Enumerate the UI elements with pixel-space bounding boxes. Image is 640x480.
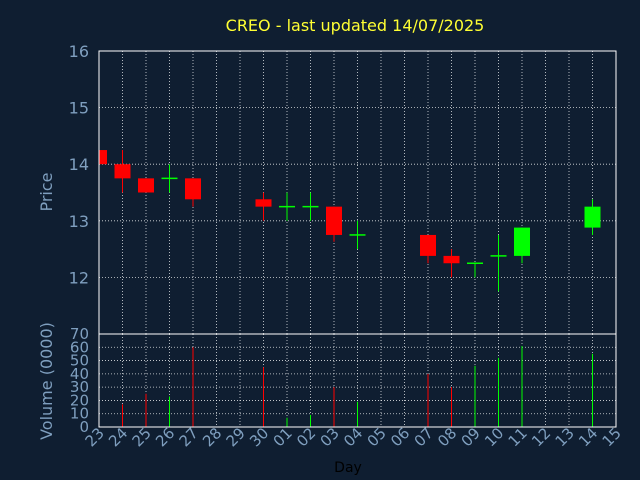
x-tick-label: 08 [434,424,460,450]
x-tick-label: 11 [505,424,531,450]
x-tick-label: 14 [575,424,601,450]
x-tick-label: 06 [387,424,413,450]
volume-tick-label: 50 [70,352,89,370]
volume-tick-label: 0 [79,418,89,436]
volume-panel-frame [98,333,617,428]
candle-body [138,178,154,193]
x-tick-label: 10 [481,424,507,450]
price-axis-label: Price [37,172,56,211]
price-tick-label: 13 [69,212,89,231]
x-tick-label: 03 [317,424,343,450]
candle-body [185,178,201,200]
x-tick-label: 24 [105,424,131,450]
x-tick-label: 27 [176,424,202,450]
price-tick-label: 15 [69,99,89,118]
x-tick-label: 15 [599,424,625,450]
x-tick-label: 01 [270,424,296,450]
volume-tick-label: 10 [70,405,89,423]
x-tick-label: 05 [364,424,390,450]
candle-body [99,150,107,165]
x-tick-label: 04 [340,424,366,450]
x-tick-label: 02 [293,424,319,450]
candle-body [326,206,342,235]
x-tick-label: 26 [152,424,178,450]
x-tick-label: 09 [458,424,484,450]
x-tick-label: 07 [411,424,437,450]
x-tick-label: 25 [129,424,155,450]
x-tick-label: 30 [246,424,272,450]
volume-tick-label: 30 [70,378,89,396]
price-tick-label: 16 [69,42,89,61]
candle-body [420,234,436,256]
x-tick-label: 29 [223,424,249,450]
x-tick-label: 28 [199,424,225,450]
candle-body [514,227,530,256]
x-tick-label: 13 [552,424,578,450]
volume-tick-label: 40 [70,365,89,383]
candle-body [255,199,272,207]
candle-body [114,164,131,179]
x-axis-label: Day [334,460,362,476]
price-tick-label: 12 [69,268,89,287]
volume-tick-label: 20 [70,391,89,409]
x-tick-label: 12 [528,424,554,450]
chart-title: CREO - last updated 14/07/2025 [226,16,485,35]
price-tick-label: 14 [69,155,89,174]
volume-axis-label: Volume (0000) [37,322,56,440]
candle-body [584,206,601,228]
volume-tick-label: 60 [70,338,89,356]
candle-body [443,255,460,264]
volume-tick-label: 70 [70,325,89,343]
